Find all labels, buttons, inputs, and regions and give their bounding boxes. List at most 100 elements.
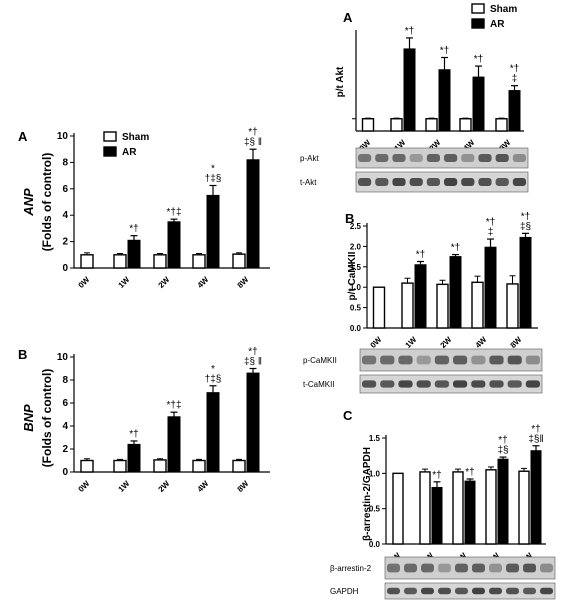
significance-annotation: *† [416, 249, 425, 260]
y-tick-label: 4 [62, 210, 68, 221]
blot-band [512, 178, 526, 186]
blot-strip [384, 582, 556, 600]
y-tick-label: 4 [62, 421, 68, 432]
blot-band [525, 380, 540, 388]
blot-band [472, 563, 485, 573]
significance-annotation: *†‡ [166, 400, 181, 411]
blot-band [434, 380, 449, 388]
significance-annotation: *† [498, 435, 507, 446]
blot-band [512, 154, 526, 162]
y-tick-label: 6 [62, 184, 68, 195]
blot-band [489, 355, 504, 365]
y-tick-label: 2 [62, 237, 68, 248]
x-tick-label-0W: 0W [77, 275, 92, 290]
blot-band [426, 154, 440, 162]
legend-label-ar: AR [490, 19, 505, 30]
chart-camkii: Bp/t CaMKII 0.0 0.5 1.0 1.5 2.0 2.5 0W 1W 2W 4W 8W *… [345, 211, 538, 350]
blot-band [380, 355, 395, 365]
y-tick-label: 8 [62, 157, 68, 168]
blot-band [358, 178, 372, 186]
bar-ar-8W [530, 450, 542, 545]
significance-annotation: ‡§ ‖ [244, 137, 262, 148]
y-axis-title: β-arrestin-2/GAPDH [362, 447, 373, 541]
blot-band [495, 154, 509, 162]
bar-sham-2W [425, 118, 438, 132]
blot-band [416, 355, 431, 365]
blot-band [426, 178, 440, 186]
significance-annotation: *† [486, 217, 495, 228]
legend-swatch-ar [103, 146, 117, 157]
blot-strip [359, 348, 543, 372]
blot-band [387, 563, 400, 573]
y-tick-label: 0.5 [350, 304, 362, 313]
blot-band [472, 587, 485, 595]
blot-band [489, 587, 502, 595]
bar-ar-8W [246, 372, 260, 473]
bar-sham-4W [471, 281, 484, 329]
legend-swatch-ar [471, 18, 485, 29]
x-tick-label-1W: 1W [117, 479, 132, 494]
blot-band [489, 380, 504, 388]
bar-sham-8W [232, 253, 246, 269]
y-axis-title: p/t Akt [335, 66, 346, 97]
blot-band [444, 154, 458, 162]
significance-annotation: †‡§ [205, 174, 222, 185]
x-tick-label-2W: 2W [157, 479, 172, 494]
blot-label: p-Akt [300, 154, 319, 163]
blot-strip [384, 556, 556, 580]
panel-label: B [345, 211, 354, 226]
y-tick-label: 8 [62, 375, 68, 386]
bar-ar-4W [484, 246, 497, 329]
bar-sham-0W [361, 118, 375, 132]
y-tick-label: 2.0 [350, 242, 362, 251]
significance-annotation: *† [465, 467, 474, 478]
blot-band [471, 380, 486, 388]
western-blot-barrestin: β-arrestin-2 GAPDH [330, 556, 556, 600]
blot-band [438, 587, 451, 595]
bar-sham-1W [113, 459, 127, 473]
blot-band [409, 154, 423, 162]
blot-band [416, 380, 431, 388]
blot-label: GAPDH [330, 587, 359, 596]
blot-band [434, 355, 449, 365]
chart-bnp: B BNP (Folds of control) 0 2 4 6 8 10 0W 1W 2W 4W 8W *… [18, 347, 270, 494]
significance-annotation: *† [248, 347, 257, 358]
blot-label: t-Akt [300, 178, 317, 187]
blot-band [478, 178, 492, 186]
bar-sham-2W [436, 283, 449, 329]
blot-band [453, 380, 468, 388]
western-blot-camkii: p-CaMKII t-CaMKII [303, 348, 543, 394]
blot-band [471, 355, 486, 365]
blot-band [409, 178, 423, 186]
significance-annotation: *† [531, 424, 540, 435]
chart-anp: A ANP (Folds of control) 0 2 4 6 8 10 0W 1W 2W 4W 8W *… [18, 127, 270, 290]
bar-ar-4W [206, 194, 220, 269]
x-tick-label-1W: 1W [404, 335, 419, 350]
x-tick-label-2W: 2W [439, 335, 454, 350]
bar-ar-1W [127, 443, 141, 473]
significance-annotation: *† [405, 26, 414, 37]
blot-band [540, 587, 553, 595]
x-tick-label-0W: 0W [77, 479, 92, 494]
blot-band [392, 178, 406, 186]
blot-band [387, 587, 400, 595]
blot-band [506, 587, 519, 595]
blot-band [375, 178, 389, 186]
blot-band [455, 587, 468, 595]
significance-annotation: ‡§ [520, 221, 531, 232]
y-tick-label: 6 [62, 398, 68, 409]
y-axis-title: BNP [21, 404, 36, 432]
y-tick-label: 0 [62, 263, 68, 274]
y-tick-label: 10 [57, 131, 69, 142]
x-tick-label-8W: 8W [236, 275, 251, 290]
significance-annotation: ‡§‖ [528, 434, 543, 445]
blot-band [489, 563, 502, 573]
bar-sham-2W [153, 459, 167, 473]
significance-annotation: *† [432, 470, 441, 481]
blot-band [421, 587, 434, 595]
blot-band [438, 563, 451, 573]
y-axis-title: ANP [21, 188, 36, 217]
bar-sham-1W [401, 282, 414, 329]
bar-ar-4W [206, 392, 220, 473]
bar-sham-4W [485, 469, 497, 545]
